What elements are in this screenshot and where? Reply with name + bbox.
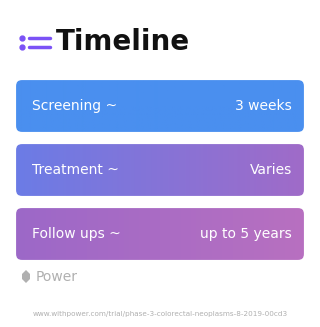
Text: Timeline: Timeline	[56, 28, 190, 57]
Text: Power: Power	[36, 270, 78, 284]
Text: 3 weeks: 3 weeks	[235, 99, 292, 113]
Polygon shape	[22, 270, 30, 283]
Text: Treatment ~: Treatment ~	[32, 163, 119, 177]
Text: up to 5 years: up to 5 years	[200, 227, 292, 241]
Text: www.withpower.com/trial/phase-3-colorectal-neoplasms-8-2019-00cd3: www.withpower.com/trial/phase-3-colorect…	[32, 311, 288, 317]
Text: Varies: Varies	[250, 163, 292, 177]
Text: Screening ~: Screening ~	[32, 99, 117, 113]
Text: Follow ups ~: Follow ups ~	[32, 227, 121, 241]
